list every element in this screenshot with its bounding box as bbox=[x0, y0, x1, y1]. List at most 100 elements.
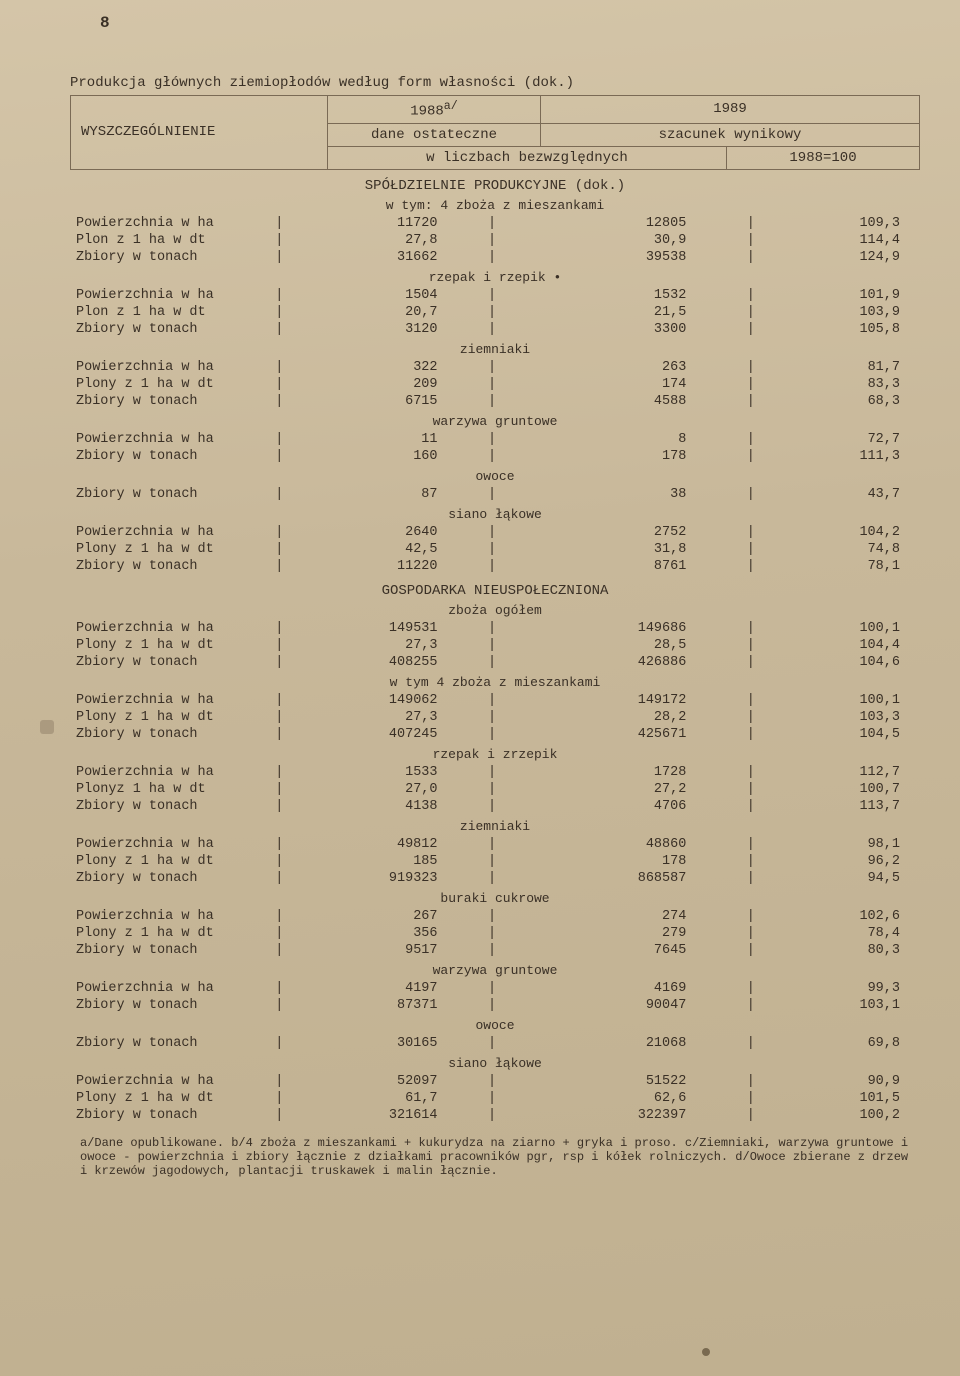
column-separator: | bbox=[275, 321, 284, 338]
column-separator: | bbox=[488, 249, 497, 266]
cell-1989: 174 bbox=[497, 376, 747, 393]
column-separator: | bbox=[275, 798, 284, 815]
row-label: Powierzchnia w ha bbox=[70, 764, 275, 781]
cell-index: 104,6 bbox=[755, 654, 920, 671]
column-separator: | bbox=[275, 448, 284, 465]
column-separator: | bbox=[488, 558, 497, 575]
cell-1988: 209 bbox=[284, 376, 488, 393]
column-separator: | bbox=[275, 1107, 284, 1124]
cell-1988: 149531 bbox=[284, 620, 488, 637]
column-separator: | bbox=[488, 870, 497, 887]
column-separator: | bbox=[275, 393, 284, 410]
cell-1989: 8 bbox=[497, 431, 747, 448]
column-separator: | bbox=[746, 393, 755, 410]
table-row: Powierzchnia w ha|149062|149172|100,1 bbox=[70, 692, 920, 709]
cell-1988: 87 bbox=[284, 486, 488, 503]
table-row: Powierzchnia w ha|4197|4169|99,3 bbox=[70, 980, 920, 997]
cell-1989: 27,2 bbox=[497, 781, 747, 798]
subsection-title: siano łąkowe bbox=[70, 1056, 920, 1071]
row-label: Plony z 1 ha w dt bbox=[70, 709, 275, 726]
page-number: 8 bbox=[100, 14, 110, 32]
column-separator: | bbox=[746, 764, 755, 781]
column-separator: | bbox=[746, 287, 755, 304]
cell-1988: 11220 bbox=[284, 558, 488, 575]
row-label: Zbiory w tonach bbox=[70, 249, 275, 266]
column-separator: | bbox=[488, 637, 497, 654]
column-separator: | bbox=[746, 997, 755, 1014]
cell-index: 114,4 bbox=[755, 232, 920, 249]
column-separator: | bbox=[488, 853, 497, 870]
column-separator: | bbox=[746, 448, 755, 465]
column-separator: | bbox=[488, 836, 497, 853]
cell-1989: 28,2 bbox=[497, 709, 747, 726]
column-separator: | bbox=[746, 304, 755, 321]
cell-1989: 8761 bbox=[497, 558, 747, 575]
column-separator: | bbox=[275, 287, 284, 304]
column-separator: | bbox=[275, 376, 284, 393]
column-separator: | bbox=[746, 359, 755, 376]
row-label: Zbiory w tonach bbox=[70, 1035, 275, 1052]
subsection-title: rzepak i rzepik • bbox=[70, 270, 920, 285]
cell-1989: 4588 bbox=[497, 393, 747, 410]
column-separator: | bbox=[488, 1073, 497, 1090]
column-separator: | bbox=[275, 980, 284, 997]
column-separator: | bbox=[275, 836, 284, 853]
table-row: Powierzchnia w ha|2640|2752|104,2 bbox=[70, 524, 920, 541]
header-dane: dane ostateczne bbox=[328, 123, 541, 146]
column-separator: | bbox=[488, 215, 497, 232]
column-separator: | bbox=[488, 486, 497, 503]
cell-index: 112,7 bbox=[755, 764, 920, 781]
cell-1989: 30,9 bbox=[497, 232, 747, 249]
column-separator: | bbox=[488, 1090, 497, 1107]
cell-1988: 1504 bbox=[284, 287, 488, 304]
cell-1989: 279 bbox=[497, 925, 747, 942]
cell-1988: 149062 bbox=[284, 692, 488, 709]
cell-index: 94,5 bbox=[755, 870, 920, 887]
cell-index: 124,9 bbox=[755, 249, 920, 266]
column-separator: | bbox=[275, 232, 284, 249]
row-label: Zbiory w tonach bbox=[70, 997, 275, 1014]
cell-1988: 52097 bbox=[284, 1073, 488, 1090]
cell-1989: 3300 bbox=[497, 321, 747, 338]
cell-1988: 61,7 bbox=[284, 1090, 488, 1107]
column-separator: | bbox=[275, 726, 284, 743]
column-separator: | bbox=[275, 1073, 284, 1090]
cell-1989: 4706 bbox=[497, 798, 747, 815]
table-title: Produkcja głównych ziemiopłodów według f… bbox=[70, 75, 920, 91]
cell-1989: 1728 bbox=[497, 764, 747, 781]
cell-1988: 919323 bbox=[284, 870, 488, 887]
cell-index: 101,5 bbox=[755, 1090, 920, 1107]
cell-1988: 321614 bbox=[284, 1107, 488, 1124]
table-row: Plony z 1 ha w dt|185|178|96,2 bbox=[70, 853, 920, 870]
cell-index: 104,5 bbox=[755, 726, 920, 743]
column-separator: | bbox=[275, 654, 284, 671]
column-separator: | bbox=[275, 541, 284, 558]
row-label: Powierzchnia w ha bbox=[70, 287, 275, 304]
header-1989: 1989 bbox=[541, 96, 920, 124]
table-row: Zbiory w tonach|408255|426886|104,6 bbox=[70, 654, 920, 671]
row-label: Zbiory w tonach bbox=[70, 798, 275, 815]
table-row: Powierzchnia w ha|11720|12805|109,3 bbox=[70, 215, 920, 232]
subsection-title: w tym: 4 zboża z mieszankami bbox=[70, 198, 920, 213]
cell-index: 103,9 bbox=[755, 304, 920, 321]
column-separator: | bbox=[746, 870, 755, 887]
column-separator: | bbox=[488, 1035, 497, 1052]
section-gospodarka: GOSPODARKA NIEUSPOŁECZNIONA bbox=[70, 583, 920, 599]
row-label: Powierzchnia w ha bbox=[70, 431, 275, 448]
subsection-title: buraki cukrowe bbox=[70, 891, 920, 906]
cell-index: 100,1 bbox=[755, 620, 920, 637]
column-separator: | bbox=[275, 359, 284, 376]
column-separator: | bbox=[488, 524, 497, 541]
cell-1988: 322 bbox=[284, 359, 488, 376]
column-separator: | bbox=[746, 709, 755, 726]
column-separator: | bbox=[746, 853, 755, 870]
column-separator: | bbox=[746, 692, 755, 709]
header-1988-label: 1988 bbox=[410, 104, 444, 120]
cell-1989: 178 bbox=[497, 853, 747, 870]
column-separator: | bbox=[275, 997, 284, 1014]
row-label: Zbiory w tonach bbox=[70, 870, 275, 887]
cell-index: 96,2 bbox=[755, 853, 920, 870]
row-label: Powierzchnia w ha bbox=[70, 620, 275, 637]
cell-1988: 11720 bbox=[284, 215, 488, 232]
column-separator: | bbox=[746, 232, 755, 249]
